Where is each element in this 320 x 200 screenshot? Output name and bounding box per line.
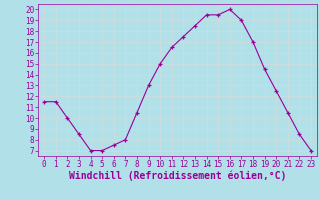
X-axis label: Windchill (Refroidissement éolien,°C): Windchill (Refroidissement éolien,°C) [69,171,286,181]
